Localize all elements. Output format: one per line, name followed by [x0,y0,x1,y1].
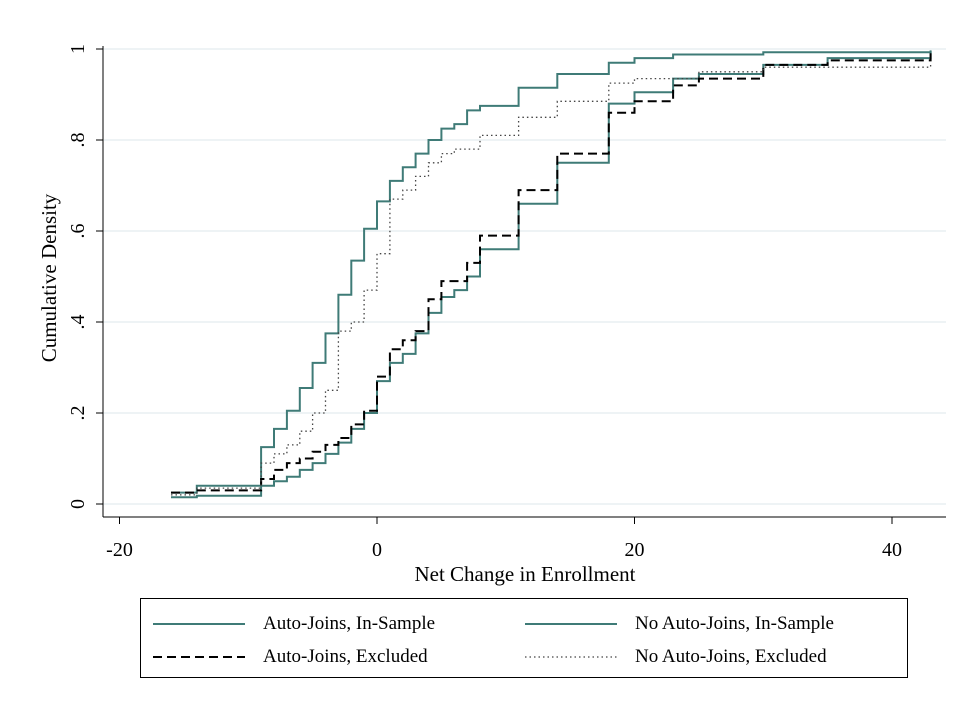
legend-item-auto-joins-excluded: Auto-Joins, Excluded [153,644,428,670]
y-tick-label-5: 1 [67,44,89,54]
legend-swatch-no-auto-joins-excluded [525,656,617,658]
series-line-4 [171,62,932,496]
axes [96,46,946,524]
legend-item-auto-joins-in-sample: Auto-Joins, In-Sample [153,611,435,637]
series-line-2 [171,50,932,499]
y-axis-label: Cumulative Density [37,193,61,362]
series-line-3 [171,51,932,494]
x-axis-label: Net Change in Enrollment [414,562,635,586]
legend-swatch-auto-joins-excluded [153,656,245,658]
legend-label-no-auto-joins-in-sample: No Auto-Joins, In-Sample [635,613,834,634]
series-line-1 [171,51,932,494]
grid-lines [103,48,946,505]
x-tick-label-3: 40 [882,539,902,561]
legend-item-no-auto-joins-excluded: No Auto-Joins, Excluded [525,644,827,670]
legend-label-auto-joins-in-sample: Auto-Joins, In-Sample [263,613,436,634]
y-tick-label-3: .6 [67,224,89,239]
legend-swatch-no-auto-joins-in-sample [525,623,617,625]
y-tick-label-2: .4 [67,315,89,330]
y-tick-label-0: 0 [67,499,89,509]
y-tick-label-1: .2 [67,406,89,421]
tick-labels: 0 .2 .4 .6 .8 1 -20 0 20 40 [67,44,902,561]
legend-item-no-auto-joins-in-sample: No Auto-Joins, In-Sample [525,611,834,637]
x-tick-label-2: 20 [625,539,645,561]
x-tick-label-1: 0 [372,539,382,561]
legend-label-no-auto-joins-excluded: No Auto-Joins, Excluded [635,646,827,667]
legend-label-auto-joins-excluded: Auto-Joins, Excluded [263,646,428,667]
legend: Auto-Joins, In-Sample No Auto-Joins, In-… [140,598,908,678]
x-tick-label-0: -20 [106,539,133,561]
y-tick-label-4: .8 [67,133,89,148]
legend-swatch-auto-joins-in-sample [153,623,245,625]
series-lines [171,50,932,499]
